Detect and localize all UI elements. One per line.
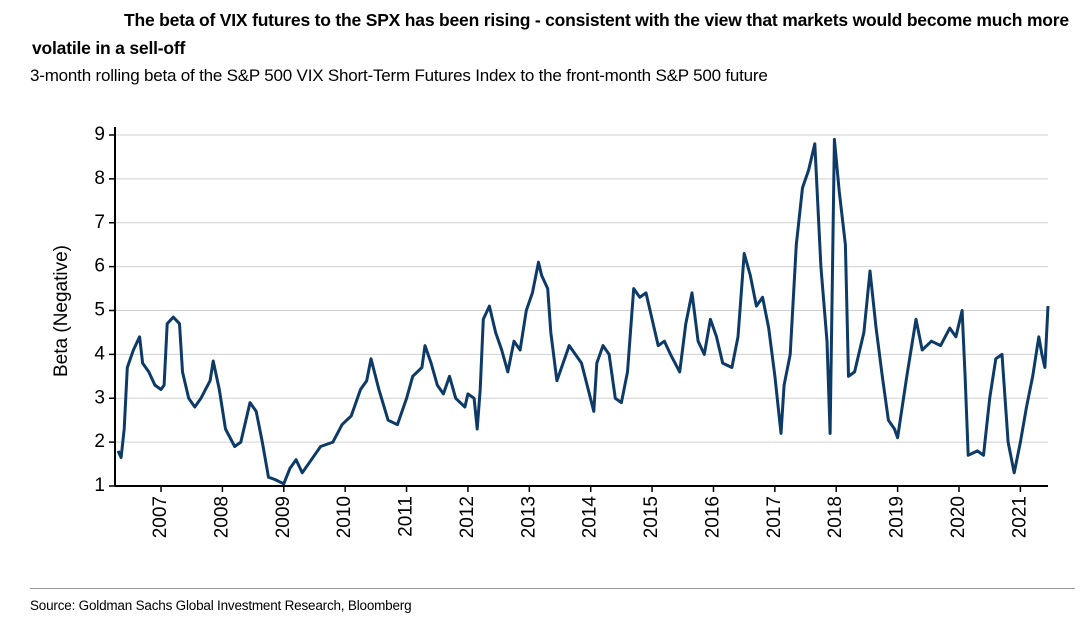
chart-subtitle: 3-month rolling beta of the S&P 500 VIX … [30, 66, 768, 85]
x-tick-label: 2015 [641, 496, 662, 538]
data-line [116, 137, 1050, 486]
y-tick-label: 6 [94, 256, 105, 277]
y-tick-label: 8 [94, 168, 105, 189]
x-tick-label: 2021 [1009, 496, 1030, 538]
y-tick-label: 7 [94, 212, 105, 233]
x-tick-label: 2014 [580, 496, 601, 539]
x-tick-label: 2016 [702, 496, 723, 538]
x-tick-label: 2009 [273, 496, 294, 538]
x-tick-label: 2011 [396, 496, 417, 537]
separator [30, 588, 1075, 589]
x-tick-label: 2020 [948, 496, 969, 538]
y-tick-label: 3 [94, 387, 105, 408]
x-tick-label: 2007 [150, 496, 171, 538]
x-tick-label: 2018 [825, 496, 846, 538]
y-tick-label: 4 [94, 343, 105, 364]
y-tick-label: 9 [94, 124, 105, 145]
source-note: Source: Goldman Sachs Global Investment … [30, 598, 412, 613]
y-tick-label: 2 [94, 431, 105, 452]
x-tick-label: 2010 [334, 496, 355, 538]
x-tick-label: 2008 [211, 496, 232, 538]
x-tick-label: 2017 [764, 496, 785, 538]
x-tick-label: 2019 [887, 496, 908, 538]
chart: Beta (Negative) 1 2 3 4 5 6 7 8 9 2007 2008 2009 201… [51, 124, 1050, 539]
y-axis-label: Beta (Negative) [51, 245, 72, 377]
x-tick-label: 2012 [457, 496, 478, 538]
x-tick-label: 2013 [518, 496, 539, 538]
chart-title: The beta of VIX futures to the SPX has b… [32, 10, 1069, 58]
y-tick-label: 5 [94, 300, 105, 321]
y-tick-label: 1 [94, 475, 105, 496]
